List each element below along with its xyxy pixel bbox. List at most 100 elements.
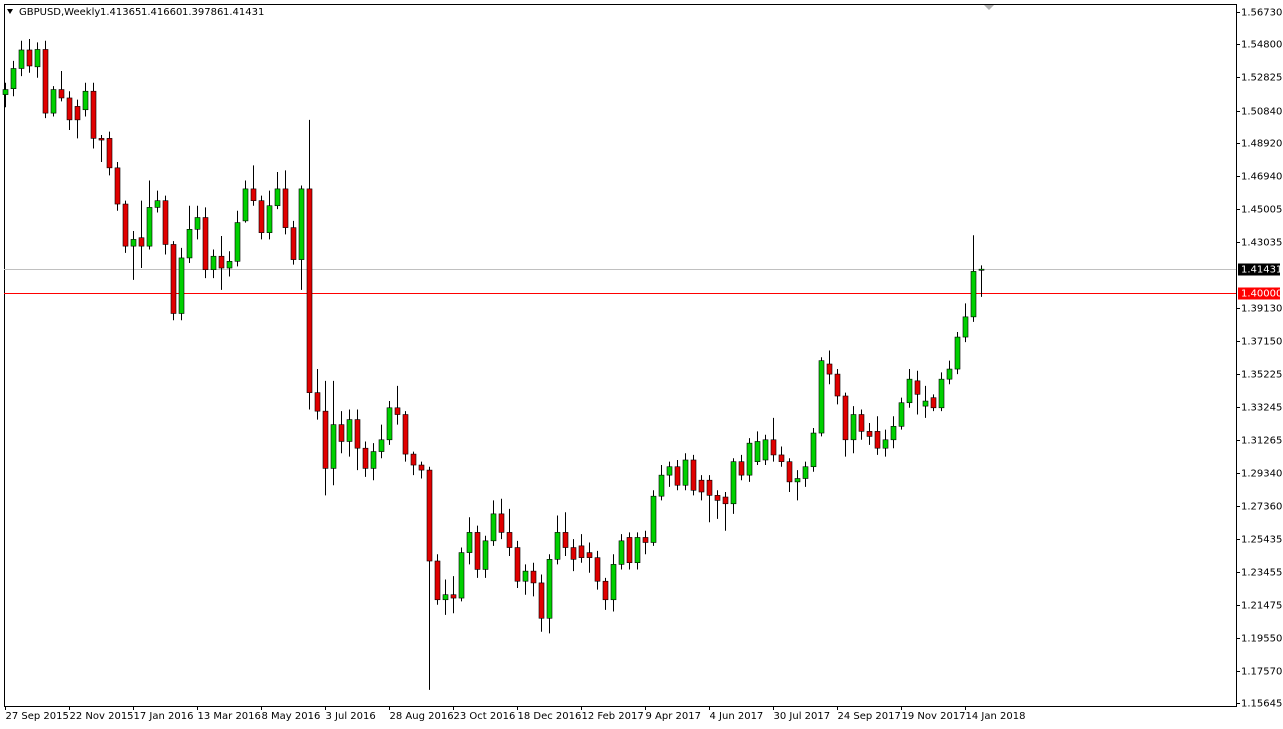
candle-body — [418, 464, 425, 471]
candle-body — [498, 513, 505, 533]
candle-body — [154, 200, 161, 208]
candle-body — [666, 466, 673, 476]
y-tick-label: 1.39130 — [1241, 304, 1282, 315]
candle-body — [842, 395, 849, 441]
candle-body — [466, 532, 473, 553]
level-line-label: 1.40000 — [1241, 289, 1282, 300]
x-tick-label: 19 Nov 2017 — [902, 711, 966, 722]
candle-body — [874, 431, 881, 449]
candle-body — [450, 594, 457, 599]
y-tick-label: 1.23455 — [1241, 568, 1282, 579]
candle-body — [970, 271, 977, 318]
candle-body — [682, 459, 689, 486]
candle-body — [642, 537, 649, 543]
candle-body — [458, 552, 465, 599]
candle-body — [938, 378, 945, 409]
y-tick-label: 1.48920 — [1241, 139, 1282, 150]
y-tick-label: 1.33245 — [1241, 403, 1282, 414]
candle-body — [290, 227, 297, 260]
candle-body — [522, 570, 529, 582]
candle-body — [42, 49, 49, 114]
candle-body — [778, 454, 785, 462]
candle-body — [562, 532, 569, 548]
candle-body — [626, 537, 633, 564]
candle-body — [194, 217, 201, 230]
candle-body — [610, 564, 617, 601]
y-tick-label: 1.50840 — [1241, 107, 1282, 118]
candle-body — [210, 255, 217, 271]
candle-body — [322, 410, 329, 469]
candle-body — [578, 545, 585, 558]
candle-body — [186, 229, 193, 259]
candle-body — [394, 407, 401, 415]
candle-body — [58, 89, 65, 99]
candle-body — [754, 441, 761, 462]
candle-body — [650, 495, 657, 543]
candle-body — [546, 559, 553, 619]
candle-body — [26, 49, 33, 67]
candle-body — [722, 496, 729, 505]
candle-body — [362, 447, 369, 469]
y-tick-label: 1.45005 — [1241, 205, 1282, 216]
candle-body — [978, 268, 985, 271]
candle-body — [706, 479, 713, 496]
candle-body — [346, 419, 353, 442]
y-tick-label: 1.21475 — [1241, 601, 1282, 612]
candle-body — [82, 90, 89, 111]
candle-body — [914, 380, 921, 395]
y-tick-label: 1.25435 — [1241, 535, 1282, 546]
x-tick-label: 24 Sep 2017 — [838, 711, 901, 722]
y-tick-label: 1.29340 — [1241, 469, 1282, 480]
candle-body — [634, 537, 641, 564]
candle-body — [786, 461, 793, 483]
y-tick-label: 1.27360 — [1241, 502, 1282, 513]
y-tick-label: 1.46940 — [1241, 172, 1282, 183]
candle-body — [794, 478, 801, 483]
candle-body — [898, 402, 905, 427]
candle-body — [738, 461, 745, 476]
candle-body — [298, 188, 305, 260]
candle-body — [130, 239, 137, 247]
price-line-label-box — [1238, 263, 1280, 276]
shift-marker — [984, 5, 994, 10]
y-tick-label: 1.15645 — [1241, 699, 1282, 710]
candle-body — [834, 373, 841, 397]
candle-body — [730, 461, 737, 505]
candle-body — [282, 188, 289, 228]
candle-body — [538, 582, 545, 619]
x-tick-label: 18 Dec 2016 — [518, 711, 582, 722]
y-tick-label: 1.37150 — [1241, 337, 1282, 348]
candle-body — [170, 244, 177, 314]
candle-body — [746, 442, 753, 476]
candle-body — [962, 316, 969, 338]
close-label: 1.41431 — [223, 7, 264, 18]
candle-body — [826, 363, 833, 375]
low-label: 1.39786 — [182, 7, 223, 18]
y-tick-label: 1.43035 — [1241, 238, 1282, 249]
menu-triangle — [7, 9, 13, 14]
candle-body — [482, 540, 489, 570]
x-tick-label: 4 Jun 2017 — [710, 711, 764, 722]
candle-body — [474, 532, 481, 570]
candle-body — [858, 414, 865, 432]
candle-body — [10, 68, 17, 89]
y-tick-label: 1.17570 — [1241, 667, 1282, 678]
candle-body — [850, 414, 857, 441]
y-tick-label: 1.54800 — [1241, 40, 1282, 51]
candle-body — [690, 459, 697, 491]
candle-body — [106, 138, 113, 169]
candle-body — [530, 570, 537, 584]
high-label: 1.41660 — [141, 7, 182, 18]
candle-body — [922, 400, 929, 407]
candle-body — [802, 466, 809, 479]
candle-body — [586, 552, 593, 558]
candle-body — [514, 547, 521, 582]
candle-body — [114, 167, 121, 205]
x-tick-label: 28 Aug 2016 — [390, 711, 454, 722]
candle-body — [698, 479, 705, 493]
candle-body — [330, 424, 337, 469]
chart-title: GBPUSD,Weekly — [19, 7, 100, 18]
